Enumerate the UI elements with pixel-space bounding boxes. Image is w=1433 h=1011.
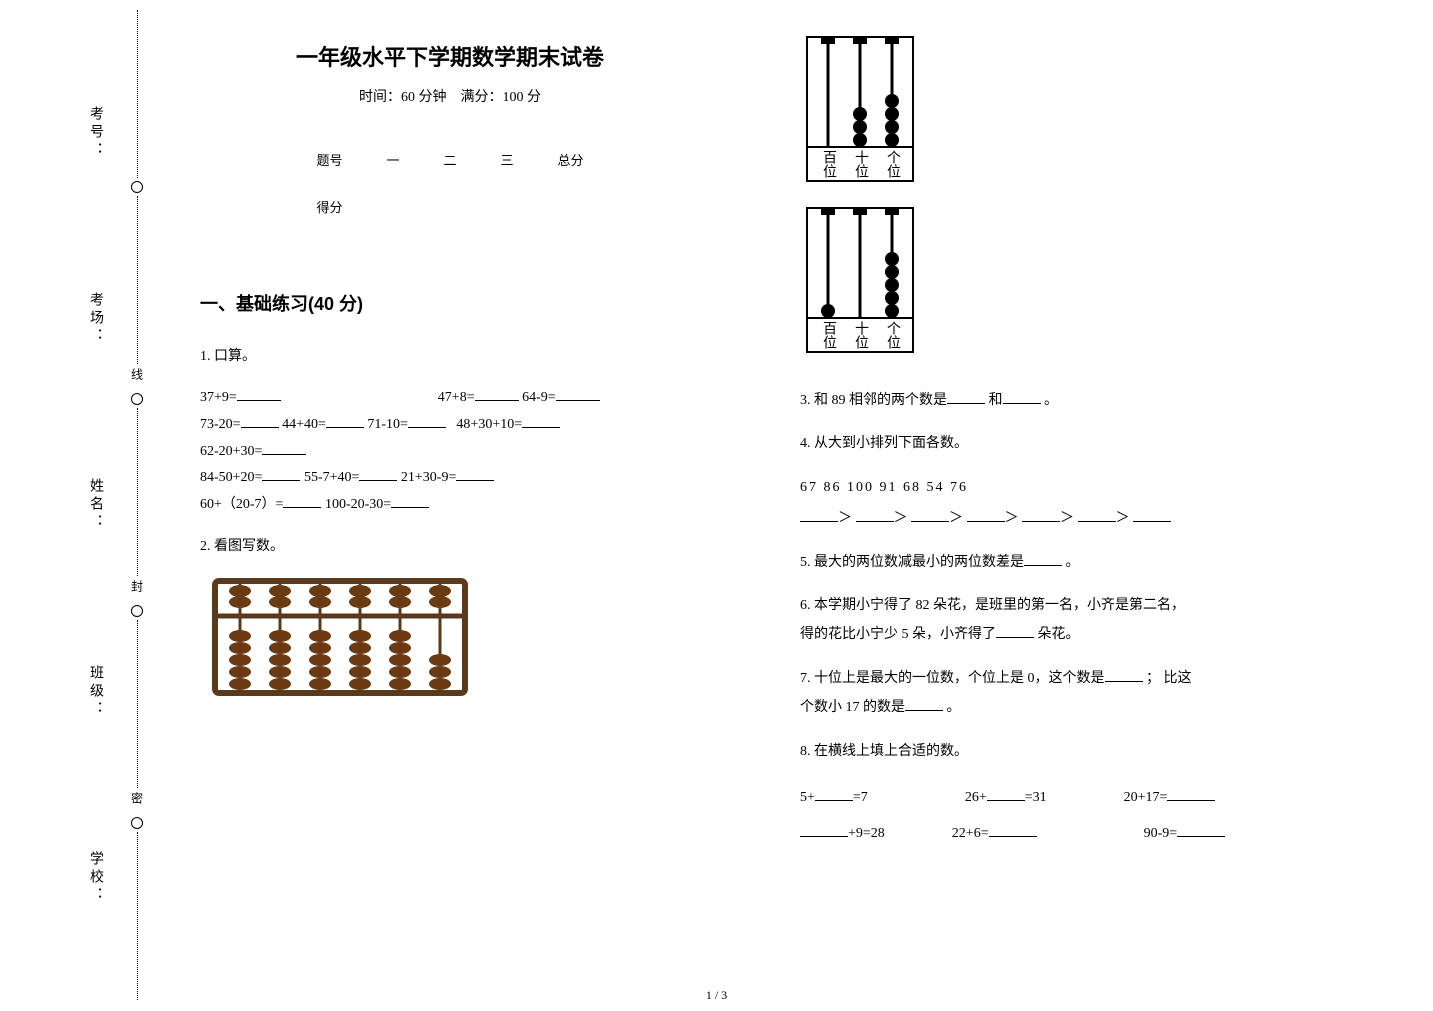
expr: +9=28: [848, 826, 885, 841]
q3-text: 。: [1044, 393, 1058, 408]
expr: 73-20=: [200, 417, 241, 432]
expr: 64-9=: [522, 390, 556, 405]
right-column: 百位 十位 个位 百位 十位 个位 3. 和 89 相邻的两个数是 和 。: [770, 20, 1330, 980]
abacus-image: [210, 576, 700, 711]
seal-label: 线: [129, 368, 146, 386]
q4-body: 67 86 100 91 68 54 76 ＞ ＞ ＞ ＞ ＞ ＞: [800, 473, 1300, 534]
expr: 71-10=: [367, 417, 408, 432]
q6-text: 朵花。: [1038, 627, 1080, 642]
expr: 21+30-9=: [401, 470, 456, 485]
left-column: 一年级水平下学期数学期末试卷 时间：60 分钟 满分：100 分 题号 一 二 …: [170, 20, 730, 980]
gt: ＞: [838, 511, 852, 526]
q7-text: 。: [947, 700, 961, 715]
q8-label: 8. 在横线上填上合适的数。: [800, 737, 1300, 766]
q5-text: 5. 最大的两位数减最小的两位数差是: [800, 555, 1024, 570]
exam-title: 一年级水平下学期数学期末试卷: [200, 40, 700, 72]
q7-text: ； 比这: [1146, 671, 1192, 686]
page-number: 1 / 3: [706, 988, 727, 1003]
expr: 60+（20-7）=: [200, 497, 283, 512]
binding-label: 考场：: [85, 292, 105, 346]
q6-text: 6. 本学期小宁得了 82 朵花，是班里的第一名，小齐是第二名，: [800, 598, 1185, 613]
binding-label: 学校：: [85, 851, 105, 905]
place-label: 百位: [820, 150, 836, 178]
q1-label: 1. 口算。: [200, 342, 700, 371]
expr: =7: [853, 790, 868, 805]
question-5: 5. 最大的两位数减最小的两位数差是 。: [800, 548, 1300, 577]
expr: 47+8=: [438, 390, 475, 405]
expr: 62-20+30=: [200, 444, 262, 459]
expr: 55-7+40=: [304, 470, 359, 485]
binding-label: 姓名：: [85, 478, 105, 532]
expr: 48+30+10=: [456, 417, 522, 432]
question-1: 1. 口算。: [200, 342, 700, 371]
place-label: 个位: [884, 321, 900, 349]
q7-text: 7. 十位上是最大的一位数，个位上是 0，这个数是: [800, 671, 1105, 686]
place-label: 十位: [852, 321, 868, 349]
place-label: 个位: [884, 150, 900, 178]
q7-text: 个数小 17 的数是: [800, 700, 905, 715]
question-8: 8. 在横线上填上合适的数。: [800, 737, 1300, 766]
q4-label: 4. 从大到小排列下面各数。: [800, 429, 1300, 458]
score-header-label: 题号: [294, 136, 364, 183]
page-content: 一年级水平下学期数学期末试卷 时间：60 分钟 满分：100 分 题号 一 二 …: [170, 20, 1410, 980]
expr: 90-9=: [1144, 826, 1178, 841]
question-2: 2. 看图写数。: [200, 532, 700, 561]
exam-subtitle: 时间：60 分钟 满分：100 分: [200, 86, 700, 106]
expr: 5+: [800, 790, 815, 805]
binding-label: 考号：: [85, 106, 105, 160]
section-heading: 一、基础练习(40 分): [200, 290, 700, 316]
q4-numbers: 67 86 100 91 68 54 76: [800, 473, 1300, 502]
q8-rows: 5+ =7 26+ =31 20+17= +9=28 22+6= 90-9=: [800, 780, 1300, 853]
score-col: 总分: [536, 136, 606, 183]
seal-label: 密: [129, 792, 146, 810]
q3-text: 和: [989, 393, 1003, 408]
binding-column: 考号： 考场： 姓名： 班级： 学校：: [60, 0, 130, 1011]
question-7: 7. 十位上是最大的一位数，个位上是 0，这个数是 ； 比这 个数小 17 的数…: [800, 664, 1300, 723]
q5-text: 。: [1066, 555, 1080, 570]
score-col: 一: [364, 136, 421, 183]
q3-text: 3. 和 89 相邻的两个数是: [800, 393, 947, 408]
expr: 20+17=: [1124, 790, 1168, 805]
gt: ＞: [1005, 511, 1019, 526]
gt: ＞: [1060, 511, 1074, 526]
binding-label: 班级：: [85, 665, 105, 719]
score-col: 二: [421, 136, 478, 183]
expr: 100-20-30=: [325, 497, 391, 512]
expr: 22+6=: [952, 826, 989, 841]
gt: ＞: [894, 511, 908, 526]
place-label: 十位: [852, 150, 868, 178]
expr: 37+9=: [200, 390, 237, 405]
counter-1: 百位 十位 个位: [806, 36, 914, 183]
seal-label: 封: [129, 580, 146, 598]
place-label: 百位: [820, 321, 836, 349]
gt: ＞: [949, 511, 963, 526]
expr: 84-50+20=: [200, 470, 262, 485]
expr: 44+40=: [282, 417, 326, 432]
q1-lines: 37+9= 47+8= 64-9= 73-20= 44+40= 71-10= 4…: [200, 385, 700, 518]
question-3: 3. 和 89 相邻的两个数是 和 。: [800, 386, 1300, 415]
seal-dotted-line: 线 封 密: [130, 10, 144, 1000]
q2-label: 2. 看图写数。: [200, 539, 284, 554]
expr: =31: [1025, 790, 1047, 805]
gt: ＞: [1116, 511, 1130, 526]
counter-2: 百位 十位 个位: [806, 207, 914, 354]
score-row-label: 得分: [294, 183, 364, 230]
question-6: 6. 本学期小宁得了 82 朵花，是班里的第一名，小齐是第二名， 得的花比小宁少…: [800, 591, 1300, 650]
score-col: 三: [479, 136, 536, 183]
q6-text: 得的花比小宁少 5 朵，小齐得了: [800, 627, 996, 642]
score-table: 题号 一 二 三 总分 得分: [294, 136, 605, 230]
expr: 26+: [965, 790, 987, 805]
question-4: 4. 从大到小排列下面各数。: [800, 429, 1300, 458]
